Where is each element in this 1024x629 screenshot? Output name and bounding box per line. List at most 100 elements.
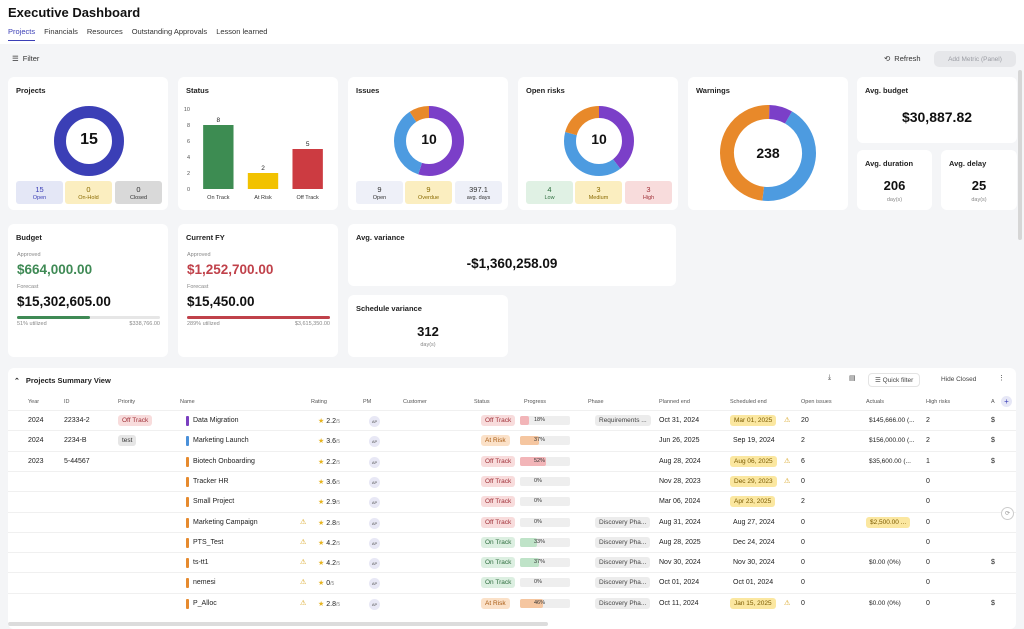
- table-row[interactable]: 2024 2234-B test Marketing Launch ★ 3.6/5 AP A…: [8, 430, 1016, 450]
- cell-project-name[interactable]: Marketing Campaign: [193, 518, 258, 526]
- project-color-marker: [186, 537, 189, 548]
- pm-avatar[interactable]: AP: [369, 517, 380, 529]
- column-header-customer[interactable]: Customer: [403, 399, 427, 405]
- warning-icon[interactable]: ⚠: [300, 559, 307, 567]
- cell-project-name[interactable]: Small Project: [193, 498, 235, 506]
- y-tick-label: 4: [187, 155, 190, 161]
- table-row[interactable]: P_Alloc ⚠ ★ 2.8/5 AP At Risk 46% Discovery Pha…: [8, 592, 1016, 613]
- cell-project-name[interactable]: Tracker HR: [193, 477, 229, 485]
- cell-project-name[interactable]: PTS_Test: [193, 538, 224, 546]
- column-header-pm[interactable]: PM: [363, 399, 372, 405]
- issues-stat-open: 9 Open: [356, 181, 403, 204]
- tab-outstanding-approvals[interactable]: Outstanding Approvals: [131, 27, 208, 36]
- progress-label: 46%: [534, 599, 546, 606]
- pm-avatar[interactable]: AP: [369, 558, 380, 570]
- cell-project-name[interactable]: nemesi: [193, 579, 216, 587]
- column-header-actuals[interactable]: Actuals: [866, 399, 885, 405]
- cell-planned-end: Jun 26, 2025: [659, 437, 700, 445]
- cell-open-issues: 2: [801, 437, 805, 445]
- column-header-status[interactable]: Status: [474, 399, 490, 405]
- refresh-button[interactable]: ⟲ Refresh: [884, 54, 921, 63]
- cell-planned-end: Aug 31, 2024: [659, 518, 701, 526]
- warning-icon[interactable]: ⚠: [784, 599, 791, 607]
- budget-utilized: 51% utilized: [17, 321, 47, 327]
- quick-filter-button[interactable]: ☰ Quick filter: [868, 373, 921, 387]
- table-row[interactable]: nemesi ⚠ ★ 0/5 AP On Track 0% Discovery Pha...…: [8, 572, 1016, 592]
- hide-closed-button[interactable]: Hide Closed: [941, 376, 977, 383]
- add-metric-button[interactable]: Add Metric (Panel): [934, 51, 1016, 67]
- column-header-high-risks[interactable]: High risks: [926, 399, 951, 405]
- pm-avatar[interactable]: AP: [369, 537, 380, 549]
- filter-button[interactable]: ☰ Filter: [12, 54, 39, 63]
- table-row[interactable]: 2024 22334-2 Off Track Data Migration ★ 2.2/…: [8, 410, 1016, 430]
- issues-card: Issues 10 9 Open 9 Overdue 397.1 avg. days: [348, 77, 508, 210]
- progress-fill: [520, 558, 539, 568]
- table-row[interactable]: 2023 5-44567 Biotech Onboarding ★ 2.2/5 AP Of…: [8, 450, 1016, 471]
- tab-resources[interactable]: Resources: [86, 27, 123, 36]
- status-bar-at-risk[interactable]: [247, 173, 279, 189]
- warning-icon[interactable]: ⚠: [300, 599, 307, 607]
- status-bar-off-track[interactable]: [292, 149, 323, 189]
- column-header-priority[interactable]: Priority: [118, 399, 136, 405]
- warning-icon[interactable]: ⚠: [784, 457, 791, 465]
- pm-avatar[interactable]: AP: [369, 578, 380, 590]
- toolbar: ☰ Filter ⟲ Refresh: [0, 46, 1024, 70]
- cell-project-name[interactable]: Marketing Launch: [193, 437, 249, 445]
- more-options-icon[interactable]: ⋮: [998, 375, 1005, 382]
- collapse-icon[interactable]: ⌃: [14, 377, 20, 385]
- table-row[interactable]: Marketing Campaign ⚠ ★ 2.8/5 AP Off Track 0% D…: [8, 511, 1016, 532]
- cell-project-name[interactable]: P_Alloc: [193, 599, 217, 607]
- cell-rating: ★ 4.2/5: [318, 560, 341, 568]
- horizontal-scrollbar[interactable]: [8, 622, 548, 626]
- download-icon[interactable]: ⤓: [828, 374, 832, 381]
- avg-duration-unit: day(s): [886, 197, 903, 203]
- table-row[interactable]: ts-tt1 ⚠ ★ 4.2/5 AP On Track 37% Discovery Pha…: [8, 552, 1016, 572]
- table-row[interactable]: Tracker HR ★ 3.6/5 AP Off Track 0% Nov 28, 20…: [8, 470, 1016, 491]
- project-color-marker: [186, 456, 189, 467]
- column-header-scheduled-end[interactable]: Scheduled end: [730, 399, 767, 405]
- pm-avatar[interactable]: AP: [369, 456, 380, 468]
- pm-avatar[interactable]: AP: [369, 416, 380, 427]
- pm-avatar[interactable]: AP: [369, 436, 380, 448]
- tab-financials[interactable]: Financials: [44, 27, 78, 36]
- cell-actuals: $0.00 (0%): [869, 559, 901, 567]
- pm-avatar[interactable]: AP: [369, 598, 380, 610]
- warning-icon[interactable]: ⚠: [300, 518, 307, 526]
- warning-icon[interactable]: ⚠: [784, 417, 791, 424]
- status-bar-on-track[interactable]: [203, 125, 234, 189]
- tab-projects[interactable]: Projects: [8, 27, 36, 41]
- scroll-hint-icon[interactable]: ⟳: [1001, 507, 1014, 520]
- cell-a: $: [991, 559, 995, 567]
- cell-high-risks: 0: [926, 477, 930, 485]
- avg-budget-title: Avg. budget: [865, 86, 909, 95]
- avg-duration-card: Avg. duration 206 day(s): [857, 150, 932, 210]
- warning-icon[interactable]: ⚠: [300, 579, 307, 587]
- column-header-phase[interactable]: Phase: [588, 399, 604, 405]
- export-pdf-icon[interactable]: ▤: [849, 375, 856, 382]
- schedule-variance-title: Schedule variance: [356, 304, 422, 313]
- column-header-planned-end[interactable]: Planned end: [659, 399, 690, 405]
- pm-avatar[interactable]: AP: [369, 497, 380, 509]
- column-header-year[interactable]: Year: [28, 399, 40, 405]
- cell-project-name[interactable]: Biotech Onboarding: [193, 457, 255, 465]
- pm-avatar[interactable]: AP: [369, 476, 380, 488]
- column-header-a[interactable]: A: [991, 399, 995, 405]
- warning-icon[interactable]: ⚠: [300, 538, 307, 546]
- tab-lesson-learned[interactable]: Lesson learned: [216, 27, 268, 36]
- cell-planned-end: Aug 28, 2024: [659, 457, 701, 465]
- add-column-button[interactable]: +: [1001, 396, 1012, 407]
- schedule-variance-unit: day(s): [420, 342, 436, 348]
- table-row[interactable]: PTS_Test ⚠ ★ 4.2/5 AP On Track 33% Discovery P…: [8, 531, 1016, 552]
- column-header-id[interactable]: ID: [64, 399, 70, 405]
- table-row[interactable]: Small Project ★ 2.9/5 AP Off Track 0% Mar 06,…: [8, 491, 1016, 511]
- cell-project-name[interactable]: ts-tt1: [193, 559, 209, 567]
- column-header-progress[interactable]: Progress: [524, 399, 547, 405]
- warning-icon[interactable]: ⚠: [784, 477, 791, 485]
- column-header-name[interactable]: Name: [180, 399, 195, 405]
- cell-actuals: $156,000.00 (...: [869, 437, 915, 445]
- cell-project-name[interactable]: Data Migration: [193, 417, 239, 424]
- column-header-open-issues[interactable]: Open issues: [801, 399, 832, 405]
- column-header-rating[interactable]: Rating: [311, 399, 327, 405]
- vertical-scrollbar[interactable]: [1018, 70, 1022, 240]
- risks-stat-low: 4 Low: [526, 181, 573, 204]
